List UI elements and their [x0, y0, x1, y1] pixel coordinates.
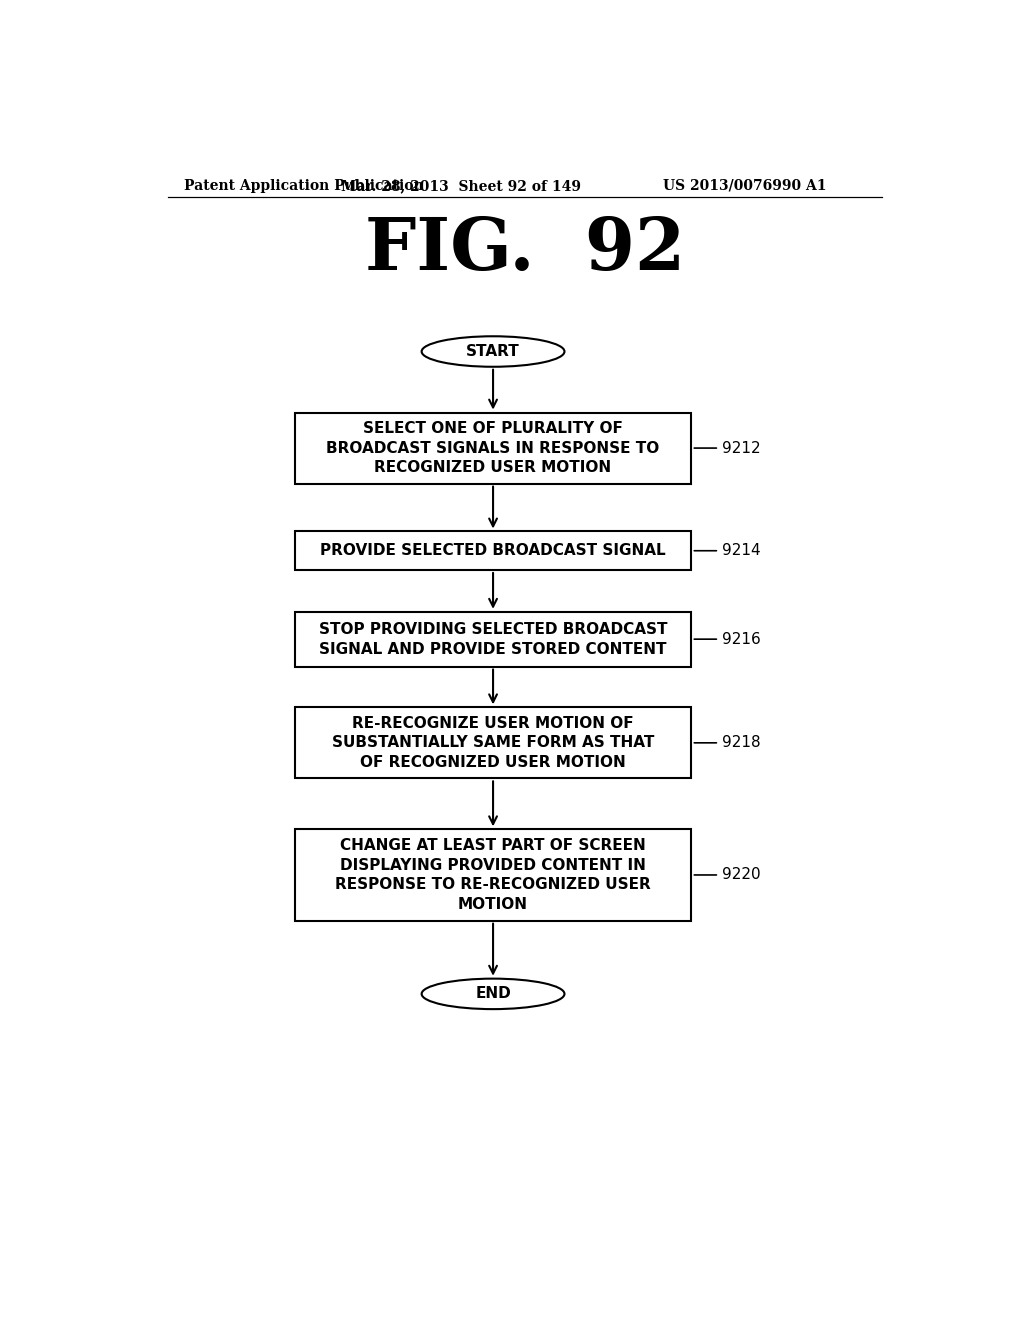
Bar — [295, 413, 691, 483]
Text: CHANGE AT LEAST PART OF SCREEN
DISPLAYING PROVIDED CONTENT IN
RESPONSE TO RE-REC: CHANGE AT LEAST PART OF SCREEN DISPLAYIN… — [335, 838, 651, 912]
Text: SELECT ONE OF PLURALITY OF
BROADCAST SIGNALS IN RESPONSE TO
RECOGNIZED USER MOTI: SELECT ONE OF PLURALITY OF BROADCAST SIG… — [327, 421, 659, 475]
Text: 9220: 9220 — [722, 867, 760, 883]
Text: PROVIDE SELECTED BROADCAST SIGNAL: PROVIDE SELECTED BROADCAST SIGNAL — [321, 544, 666, 558]
Text: START: START — [466, 345, 520, 359]
Bar — [295, 829, 691, 921]
Text: FIG.  92: FIG. 92 — [365, 214, 685, 285]
Bar — [295, 708, 691, 779]
Text: Patent Application Publication: Patent Application Publication — [183, 178, 423, 193]
Bar — [295, 532, 691, 570]
Text: 9218: 9218 — [722, 735, 760, 750]
Text: US 2013/0076990 A1: US 2013/0076990 A1 — [663, 178, 826, 193]
Text: END: END — [475, 986, 511, 1002]
Text: 9214: 9214 — [722, 544, 760, 558]
Text: 9212: 9212 — [722, 441, 760, 455]
Text: Mar. 28, 2013  Sheet 92 of 149: Mar. 28, 2013 Sheet 92 of 149 — [341, 178, 582, 193]
Bar — [295, 611, 691, 667]
Text: 9216: 9216 — [722, 632, 761, 647]
Text: STOP PROVIDING SELECTED BROADCAST
SIGNAL AND PROVIDE STORED CONTENT: STOP PROVIDING SELECTED BROADCAST SIGNAL… — [318, 622, 668, 656]
Text: RE-RECOGNIZE USER MOTION OF
SUBSTANTIALLY SAME FORM AS THAT
OF RECOGNIZED USER M: RE-RECOGNIZE USER MOTION OF SUBSTANTIALL… — [332, 715, 654, 770]
